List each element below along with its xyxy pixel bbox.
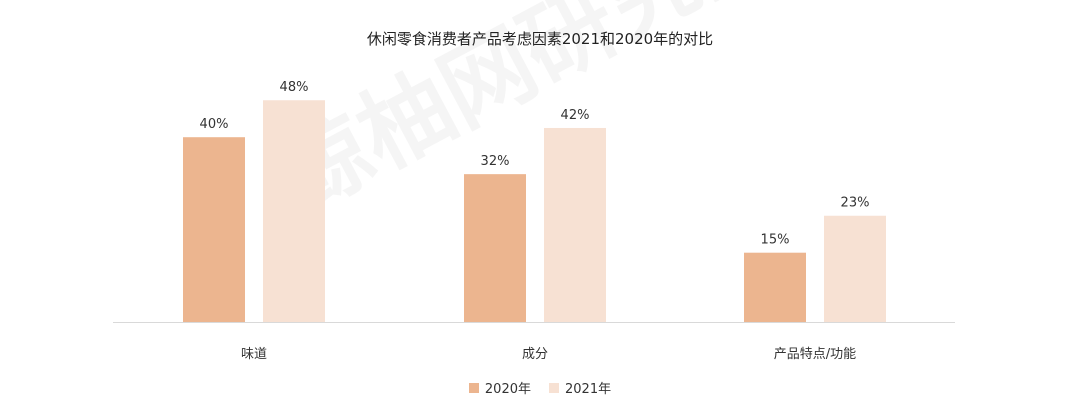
data-label-2020-2: 15% [761,233,790,248]
data-label-2021-2: 23% [841,196,870,211]
legend-swatch-2020 [468,382,479,393]
bar-2020-0 [183,137,245,322]
x-tick-label-0: 味道 [241,347,267,362]
bar-2021-1 [544,127,606,323]
legend-item-2021: 2021年 [549,378,611,397]
data-label-2020-0: 40% [200,117,229,132]
legend: 2020年 2021年 [0,378,1080,397]
chart-title: 休闲零食消费者产品考虑因素2021和2020年的对比 [366,30,714,48]
data-label-2020-1: 32% [481,154,510,169]
x-tick-label-2: 产品特点/功能 [774,347,856,362]
bar-2021-2 [824,215,886,322]
legend-item-2020: 2020年 [468,378,531,397]
data-label-2021-0: 48% [280,80,309,95]
bar-2021-0 [263,100,325,323]
x-tick-label-1: 成分 [522,347,548,362]
legend-swatch-2021 [549,382,559,393]
data-label-2021-1: 42% [561,108,590,123]
legend-label-2021: 2021年 [565,382,612,397]
bar-2020-1 [464,174,526,322]
bar-2020-2 [744,252,806,322]
legend-label-2020: 2020年 [484,382,531,397]
